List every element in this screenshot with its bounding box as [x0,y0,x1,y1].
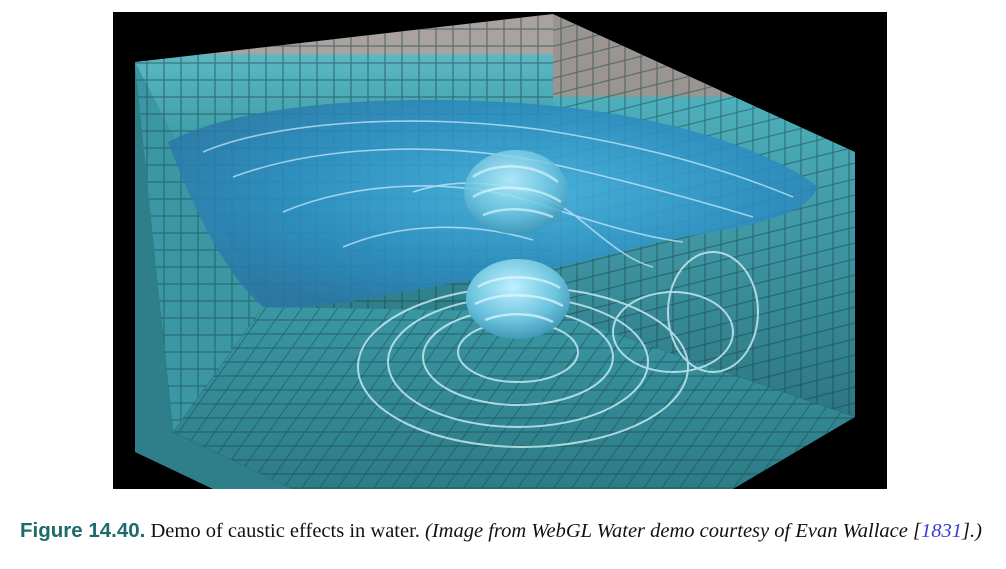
figure-caption: Figure 14.40. Demo of caustic effects in… [20,517,990,545]
figure-label: Figure 14.40. [20,519,146,542]
pool-water-caustics-image [113,12,887,489]
credit-suffix: ].) [961,520,982,542]
caption-text: Demo of caustic effects in water. [150,520,420,542]
citation-link[interactable]: 1831 [920,520,962,542]
credit-prefix: (Image from WebGL Water demo courtesy of… [425,520,921,542]
